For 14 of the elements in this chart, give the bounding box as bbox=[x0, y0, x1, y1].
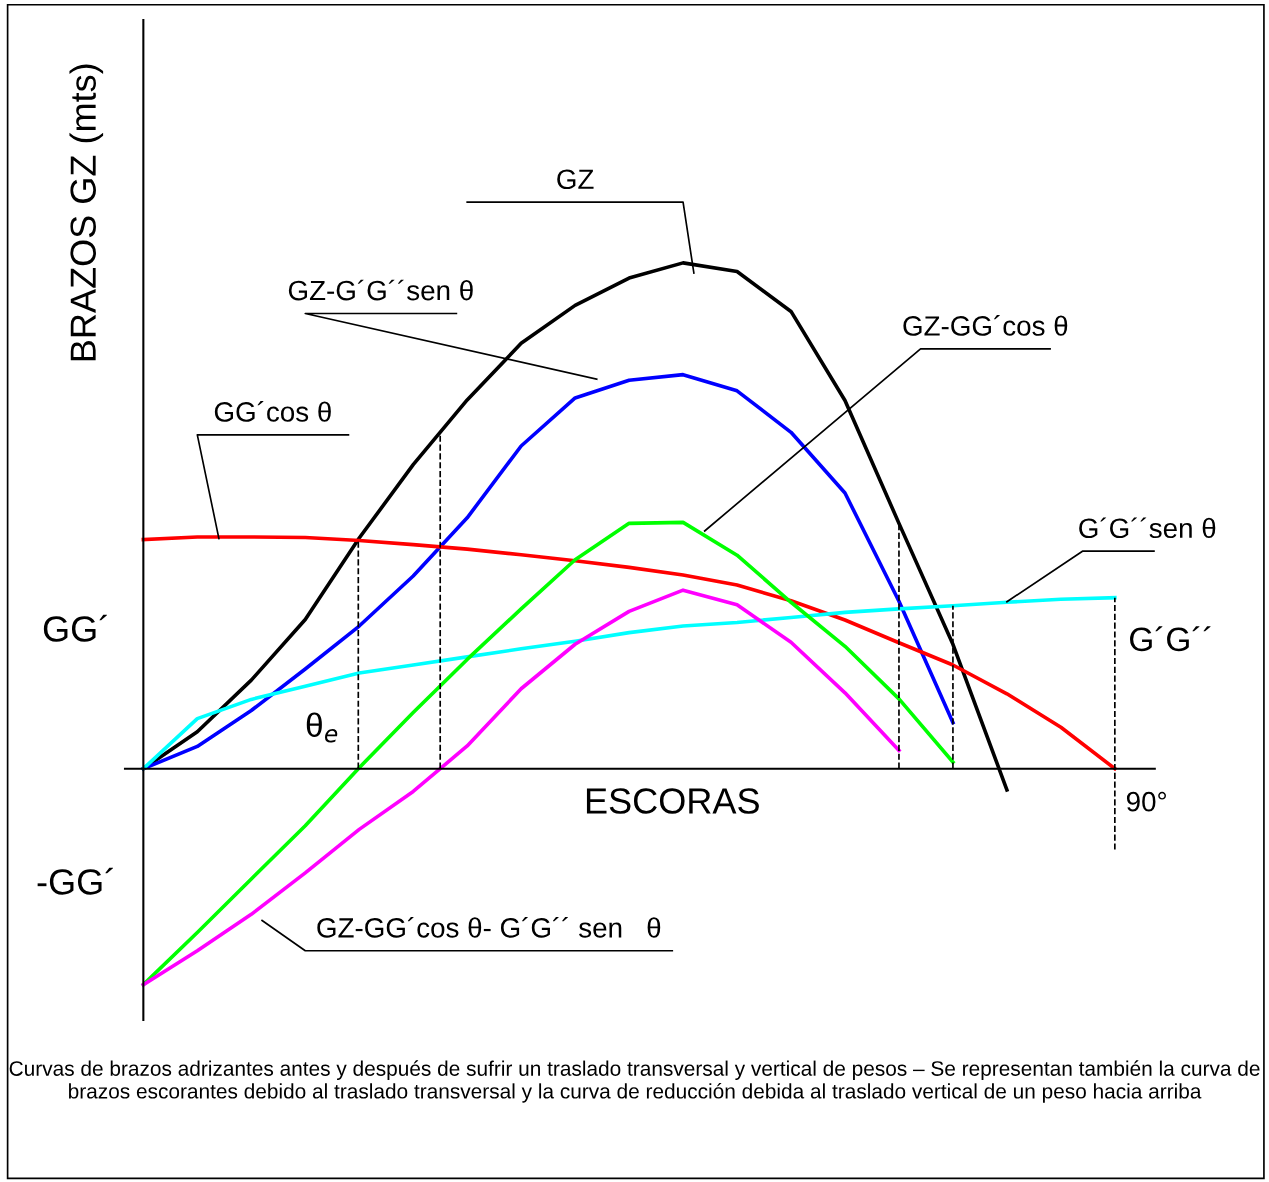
text: GG´ bbox=[43, 614, 107, 642]
text: GG´cos θ bbox=[214, 401, 331, 422]
annotation: θ$_{e}$ bbox=[306, 712, 338, 743]
annotation: 90° bbox=[1126, 791, 1166, 812]
annotation: G´G´´ bbox=[1130, 626, 1211, 652]
text: Curvas de brazos adrizantes antes y después de sufrir un traslado transversal y vertical de pesos – Se representan también la curva de brazos escorantes debido al traslado transversal y la curva de reducción debida al traslado vertical de un peso hacia arriba bbox=[9, 1060, 1260, 1103]
text: GZ-GG´cos θ bbox=[903, 315, 1068, 336]
series-label: GZ-GG´cos θ- G´G´´ sen θ bbox=[317, 916, 661, 938]
text: G´G´´sen θ bbox=[1079, 517, 1216, 539]
y-axis-title: BRAZOS GZ (mts) bbox=[69, 64, 104, 361]
text: -GG´ bbox=[37, 867, 113, 895]
text: GZ bbox=[557, 169, 594, 190]
text: GZ-G´G´´sen θ bbox=[288, 279, 473, 301]
x-axis-title: ESCORAS bbox=[586, 788, 759, 814]
